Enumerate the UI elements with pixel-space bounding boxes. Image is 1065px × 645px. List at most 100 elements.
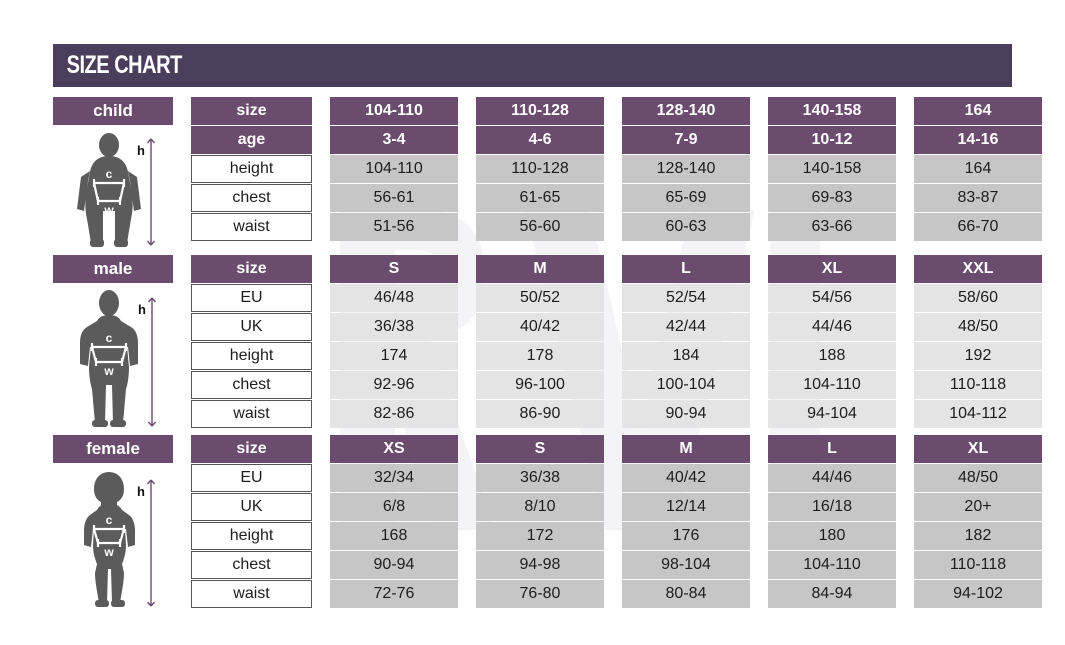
table-row: chest 56-61 61-65 65-69 69-83 83-87 (191, 184, 1042, 212)
row-label-UK: UK (191, 493, 312, 521)
row-label-height: height (191, 342, 312, 370)
column-header-cell: XXL (914, 255, 1042, 283)
section-label-female: female (53, 435, 173, 463)
data-cell: 48/50 (914, 464, 1042, 492)
data-cell: 12/14 (622, 493, 750, 521)
child-silhouette-icon: c w h (77, 133, 156, 247)
data-cell: 76-80 (476, 580, 604, 608)
row-label-height: height (191, 155, 312, 183)
male-silhouette-icon: c w h (80, 290, 157, 427)
table-row: size XS S M L XL (191, 435, 1042, 463)
data-cell: 110-118 (914, 551, 1042, 579)
child-silhouette-icon: c w h (61, 129, 165, 249)
data-cell: 83-87 (914, 184, 1042, 212)
section-label-child: child (53, 97, 173, 125)
table-row: EU 46/48 50/52 52/54 54/56 58/60 (191, 284, 1042, 312)
figure-column-female: female c w h (53, 435, 173, 609)
table-row: UK 36/38 40/42 42/44 44/46 48/50 (191, 313, 1042, 341)
data-cell: 104-112 (914, 400, 1042, 428)
data-cell: 104-110 (330, 155, 458, 183)
data-cell: 51-56 (330, 213, 458, 241)
data-cell: 182 (914, 522, 1042, 550)
column-header-cell: 7-9 (622, 126, 750, 154)
female-silhouette-icon: c w h (61, 467, 165, 609)
data-cell: 40/42 (622, 464, 750, 492)
data-cell: 44/46 (768, 313, 896, 341)
data-cell: 6/8 (330, 493, 458, 521)
data-cell: 52/54 (622, 284, 750, 312)
data-cell: 54/56 (768, 284, 896, 312)
data-cell: 104-110 (768, 551, 896, 579)
data-cell: 8/10 (476, 493, 604, 521)
data-cell: 94-104 (768, 400, 896, 428)
data-cell: 32/34 (330, 464, 458, 492)
row-label-EU: EU (191, 464, 312, 492)
data-cell: 36/38 (330, 313, 458, 341)
data-cell: 46/48 (330, 284, 458, 312)
svg-text:h: h (138, 302, 146, 317)
row-label-chest: chest (191, 184, 312, 212)
data-cell: 110-128 (476, 155, 604, 183)
column-header-cell: M (622, 435, 750, 463)
column-header-cell: XL (914, 435, 1042, 463)
table-row: UK 6/8 8/10 12/14 16/18 20+ (191, 493, 1042, 521)
data-cell: 94-98 (476, 551, 604, 579)
svg-text:w: w (103, 545, 114, 559)
data-cell: 140-158 (768, 155, 896, 183)
data-cell: 80-84 (622, 580, 750, 608)
data-cell: 48/50 (914, 313, 1042, 341)
column-header-cell: M (476, 255, 604, 283)
figure-column-child: child c w h (53, 97, 173, 249)
page-title: SIZE CHART (66, 51, 183, 79)
row-label-size: size (191, 97, 312, 125)
svg-text:c: c (106, 513, 113, 527)
row-label-height: height (191, 522, 312, 550)
data-cell: 72-76 (330, 580, 458, 608)
data-cell: 65-69 (622, 184, 750, 212)
table-row: age 3-4 4-6 7-9 10-12 14-16 (191, 126, 1042, 154)
size-section-child: child c w h size 10 (53, 97, 1042, 249)
data-cell: 90-94 (622, 400, 750, 428)
title-bar: SIZE CHART (53, 44, 1012, 87)
svg-text:c: c (106, 331, 113, 345)
row-label-waist: waist (191, 580, 312, 608)
column-header-cell: XL (768, 255, 896, 283)
data-cell: 98-104 (622, 551, 750, 579)
svg-text:h: h (137, 484, 145, 499)
female-silhouette-icon: c w h (84, 472, 156, 607)
data-cell: 174 (330, 342, 458, 370)
data-cell: 60-63 (622, 213, 750, 241)
data-cell: 36/38 (476, 464, 604, 492)
data-cell: 188 (768, 342, 896, 370)
data-cell: 164 (914, 155, 1042, 183)
data-cell: 84-94 (768, 580, 896, 608)
size-chart-grid: child c w h size 10 (53, 97, 1042, 609)
column-header-cell: 128-140 (622, 97, 750, 125)
column-header-cell: 140-158 (768, 97, 896, 125)
data-cell: 42/44 (622, 313, 750, 341)
column-header-cell: L (768, 435, 896, 463)
svg-text:w: w (103, 364, 114, 378)
data-cell: 40/42 (476, 313, 604, 341)
data-cell: 90-94 (330, 551, 458, 579)
row-label-waist: waist (191, 213, 312, 241)
data-cell: 94-102 (914, 580, 1042, 608)
table-row: EU 32/34 36/38 40/42 44/46 48/50 (191, 464, 1042, 492)
table-row: height 168 172 176 180 182 (191, 522, 1042, 550)
column-header-cell: S (476, 435, 604, 463)
data-cell: 100-104 (622, 371, 750, 399)
row-label-waist: waist (191, 400, 312, 428)
row-label-size: size (191, 435, 312, 463)
data-cell: 128-140 (622, 155, 750, 183)
row-label-size: size (191, 255, 312, 283)
row-label-UK: UK (191, 313, 312, 341)
data-cell: 176 (622, 522, 750, 550)
column-header-cell: S (330, 255, 458, 283)
row-label-age: age (191, 126, 312, 154)
data-cell: 66-70 (914, 213, 1042, 241)
column-header-cell: 3-4 (330, 126, 458, 154)
data-cell: 50/52 (476, 284, 604, 312)
column-header-cell: L (622, 255, 750, 283)
column-header-cell: 104-110 (330, 97, 458, 125)
data-cell: 56-60 (476, 213, 604, 241)
